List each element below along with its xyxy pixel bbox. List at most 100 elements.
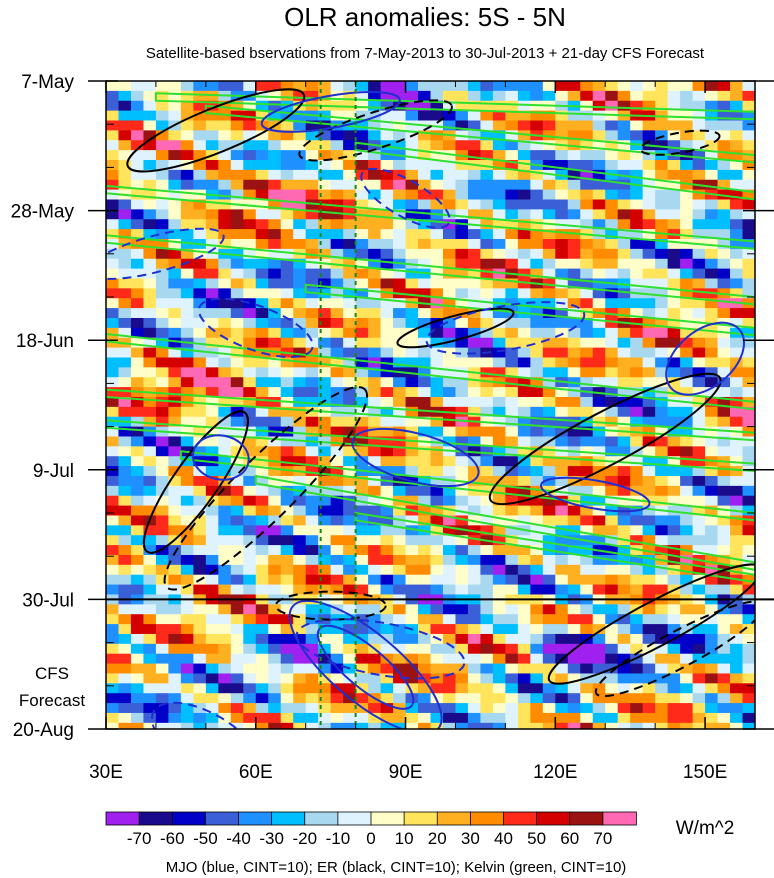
olr-cell <box>230 466 244 477</box>
olr-cell <box>742 584 755 596</box>
mjo-contour <box>539 476 651 513</box>
olr-cell <box>393 456 407 467</box>
olr-cell <box>667 159 681 171</box>
olr-cell <box>118 554 132 566</box>
olr-cell <box>580 722 594 729</box>
olr-cell <box>106 436 120 447</box>
olr-cell <box>667 298 681 309</box>
olr-cell <box>205 643 219 655</box>
olr-cell <box>193 81 207 92</box>
olr-cell <box>567 130 581 141</box>
olr-cell <box>380 337 394 349</box>
olr-cell <box>330 298 344 309</box>
olr-cell <box>667 574 681 586</box>
olr-cell <box>492 387 506 398</box>
olr-cell <box>218 574 232 586</box>
olr-cell <box>155 673 169 684</box>
olr-cell <box>480 545 494 556</box>
olr-cell <box>555 703 569 714</box>
olr-cell <box>255 159 269 171</box>
olr-cell <box>193 229 207 240</box>
colorbar-swatch <box>271 811 306 826</box>
olr-cell <box>480 624 494 635</box>
olr-cell <box>680 100 694 112</box>
olr-cell <box>130 100 145 112</box>
olr-cell <box>368 268 382 280</box>
olr-cell <box>393 100 407 112</box>
olr-cell <box>255 140 269 151</box>
olr-cell <box>505 584 519 596</box>
olr-cell <box>218 238 232 250</box>
olr-cell <box>230 525 244 536</box>
olr-cell <box>567 268 581 280</box>
olr-cell <box>505 169 519 181</box>
olr-cell <box>580 347 594 359</box>
olr-cell <box>705 653 719 665</box>
olr-cell <box>567 545 581 556</box>
olr-cell <box>305 327 319 339</box>
olr-cell <box>143 426 157 438</box>
olr-cell <box>742 327 755 339</box>
olr-cell <box>193 604 207 615</box>
olr-cell <box>467 564 482 576</box>
olr-cell <box>318 604 332 615</box>
olr-cell <box>168 475 182 487</box>
olr-cell <box>730 288 744 299</box>
olr-cell <box>480 604 494 615</box>
olr-cell <box>380 722 394 729</box>
olr-cell <box>680 703 694 714</box>
olr-cell <box>542 327 556 339</box>
olr-cell <box>230 120 244 131</box>
olr-cell <box>580 485 594 497</box>
olr-cell <box>155 90 169 102</box>
olr-cell <box>355 347 369 359</box>
olr-cell <box>230 564 244 576</box>
olr-cell <box>580 179 594 191</box>
olr-cell <box>692 357 706 368</box>
olr-cell <box>705 722 719 729</box>
olr-cell <box>243 357 257 368</box>
olr-cell <box>143 288 157 299</box>
olr-cell <box>205 337 219 349</box>
olr-cell <box>730 268 744 280</box>
olr-cell <box>592 535 606 546</box>
olr-cell <box>368 347 382 359</box>
olr-cell <box>592 298 606 309</box>
olr-cell <box>118 396 132 408</box>
plot-area <box>106 81 755 729</box>
olr-cell <box>355 525 369 536</box>
olr-cell <box>655 663 669 675</box>
olr-cell <box>555 574 569 586</box>
olr-cell <box>368 150 382 161</box>
olr-cell <box>567 288 581 299</box>
olr-cell <box>505 712 519 724</box>
olr-cell <box>355 140 369 151</box>
olr-cell <box>430 673 444 684</box>
olr-cell <box>330 189 344 201</box>
olr-cell <box>655 693 669 704</box>
olr-cell <box>155 288 169 299</box>
olr-cell <box>442 337 457 349</box>
olr-cell <box>143 436 157 447</box>
olr-cell <box>193 663 207 675</box>
olr-cell <box>742 347 755 359</box>
olr-cell <box>255 485 269 497</box>
olr-cell <box>143 475 157 487</box>
olr-cell <box>592 653 606 665</box>
olr-cell <box>218 545 232 556</box>
olr-cell <box>680 327 694 339</box>
olr-cell <box>692 219 706 230</box>
olr-cell <box>393 278 407 289</box>
olr-cell <box>430 377 444 388</box>
olr-cell <box>280 189 294 201</box>
olr-cell <box>655 209 669 220</box>
olr-cell <box>667 495 681 507</box>
olr-cell <box>542 604 556 615</box>
olr-cell <box>617 140 631 151</box>
olr-cell <box>517 703 531 714</box>
olr-cell <box>106 140 120 151</box>
olr-cell <box>218 406 232 418</box>
olr-cell <box>405 110 419 122</box>
olr-cell <box>717 604 731 615</box>
olr-cell <box>418 150 432 161</box>
